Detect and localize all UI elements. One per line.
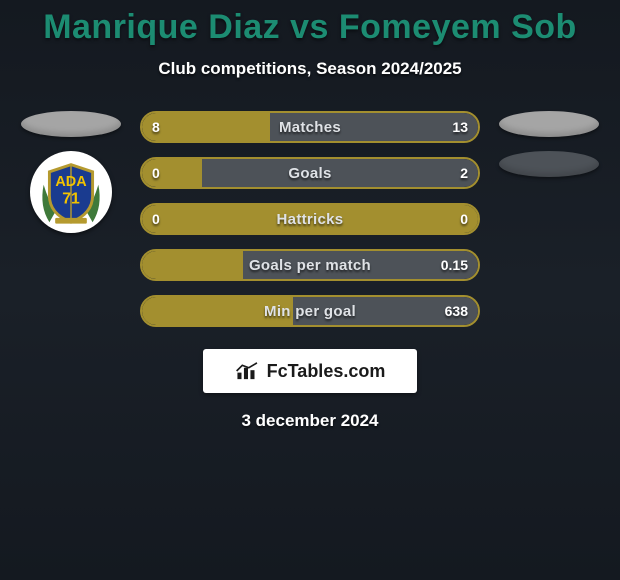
- left-side-col: ADA 71: [16, 111, 126, 233]
- date-label: 3 december 2024: [0, 411, 620, 431]
- left-club-badge: ADA 71: [30, 151, 112, 233]
- right-player-oval: [499, 111, 599, 137]
- stat-bar: 02Goals: [140, 157, 480, 189]
- stat-bar: 813Matches: [140, 111, 480, 143]
- page-title: Manrique Diaz vs Fomeyem Sob: [0, 0, 620, 47]
- fctables-logo[interactable]: FcTables.com: [203, 349, 417, 393]
- stat-label: Hattricks: [142, 205, 478, 233]
- right-side-col: [494, 111, 604, 177]
- stat-label: Goals per match: [142, 251, 478, 279]
- stat-bars: 813Matches 02Goals 00Hattricks 0.15Goals pe…: [140, 111, 480, 327]
- right-club-oval: [499, 151, 599, 177]
- stat-bar: 00Hattricks: [140, 203, 480, 235]
- bar-chart-icon: [235, 361, 261, 381]
- svg-text:ADA: ADA: [55, 174, 87, 190]
- stat-bar: 0.15Goals per match: [140, 249, 480, 281]
- stat-label: Goals: [142, 159, 478, 187]
- comparison-panel: ADA 71 813Matches 02Goals 00Hattricks 0.15G…: [0, 111, 620, 327]
- page-subtitle: Club competitions, Season 2024/2025: [0, 59, 620, 79]
- stat-label: Matches: [142, 113, 478, 141]
- stat-label: Min per goal: [142, 297, 478, 325]
- logo-text: FcTables.com: [267, 361, 386, 382]
- ada-badge-icon: ADA 71: [35, 156, 107, 228]
- svg-text:71: 71: [62, 191, 80, 208]
- stat-bar: 638Min per goal: [140, 295, 480, 327]
- left-player-oval: [21, 111, 121, 137]
